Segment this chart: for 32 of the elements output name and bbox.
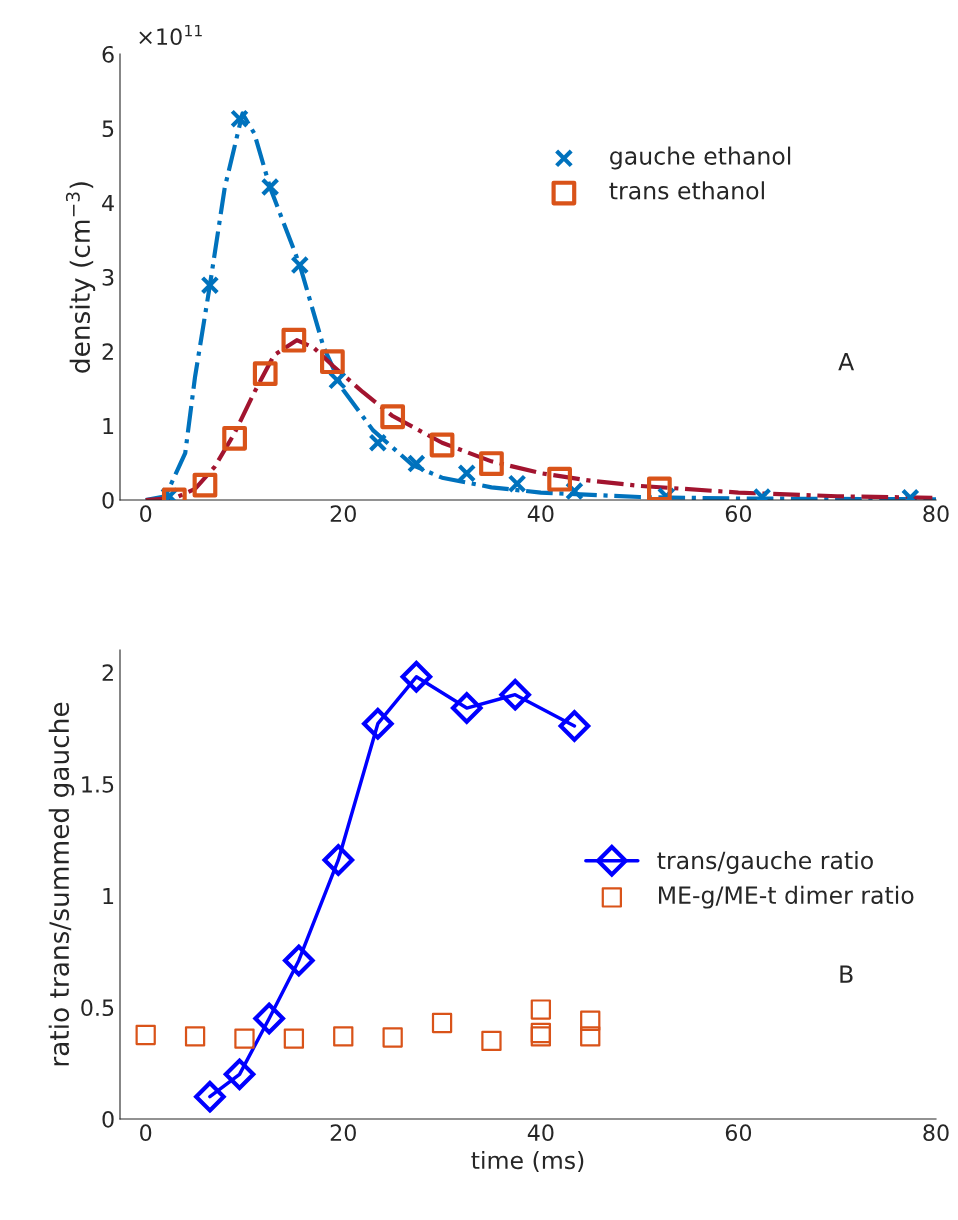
x-tick-label: 40	[527, 1124, 554, 1142]
x-tick-label: 20	[330, 505, 356, 523]
y-tick-label: 1	[103, 887, 114, 905]
y-axis-title: density (cm$^{−3}$)	[65, 182, 96, 373]
y-tick-label: 0	[102, 491, 114, 509]
x-tick-label: 80	[923, 1124, 949, 1142]
y-tick-label: 1.5	[82, 776, 114, 793]
text: ×10$^{11}$	[139, 24, 202, 46]
x-tick-label: 0	[140, 505, 152, 523]
y-tick-label: 0	[102, 1110, 114, 1128]
y-tick-label: 0.5	[81, 999, 114, 1017]
y-tick-label: 2	[102, 343, 113, 360]
x-tick-label: 60	[725, 1124, 752, 1142]
y-tick-label: 4	[102, 194, 114, 212]
legend-label: ME-g/ME-t dimer ratio	[659, 885, 914, 909]
x-tick-label: 80	[923, 505, 949, 523]
y-tick-label: 5	[102, 120, 114, 138]
legend-label: trans/gauche ratio	[657, 851, 873, 874]
x-tick-label: 60	[725, 505, 752, 523]
y-tick-label: 6	[102, 45, 114, 63]
x-tick-label: 20	[330, 1124, 356, 1142]
annotation: A	[838, 353, 855, 371]
legend-label: gauche ethanol	[610, 146, 791, 170]
annotation: B	[840, 965, 853, 983]
y-tick-label: 2	[102, 664, 113, 681]
x-tick-label: 40	[527, 505, 554, 523]
x-axis-title: time (ms)	[471, 1150, 584, 1172]
y-tick-label: 3	[102, 268, 114, 286]
x-tick-label: 0	[140, 1124, 152, 1142]
y-axis-title: ratio trans/summed gauche	[48, 702, 75, 1066]
legend-label: trans ethanol	[609, 181, 764, 200]
y-tick-label: 1	[103, 417, 114, 435]
